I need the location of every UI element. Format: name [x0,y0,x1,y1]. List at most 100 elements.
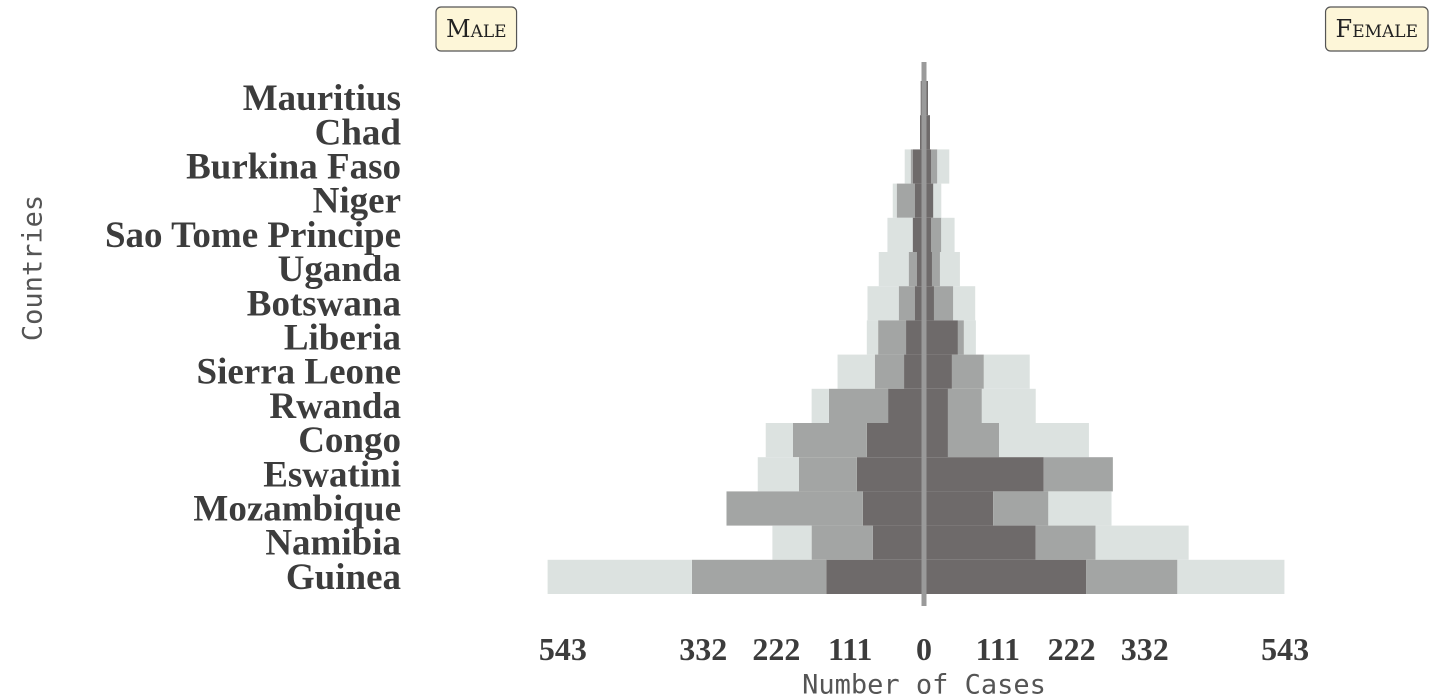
bar-segment [908,252,917,287]
bar-segment [892,183,897,218]
x-tick-label: 111 [828,631,872,667]
bar-segment [924,354,952,389]
bar-segment [828,388,889,423]
bar-segment [924,491,994,526]
bar-segment [924,149,932,184]
bar-segment [866,320,879,355]
bar-segment [1086,559,1178,594]
bar-segment [924,252,932,287]
x-tick-label: 222 [1048,631,1096,667]
category-label: Namibia [265,523,401,564]
bar-segment [798,457,857,492]
bar-segment [896,183,915,218]
bar-segment [931,149,938,184]
bar-segment [757,457,799,492]
bar-segment [916,252,924,287]
x-tick-label: 332 [679,631,727,667]
x-tick-label: 332 [1121,631,1169,667]
bar-segment [933,286,954,321]
bar-segment [957,320,964,355]
bar-segment [726,491,863,526]
category-label: Niger [313,181,401,222]
bar-segment [1043,457,1113,492]
category-label: Burkina Faso [186,147,401,188]
bar-segment [924,183,934,218]
category-label: Eswatini [263,454,401,495]
bar-segment [947,423,1000,458]
bar-segment [691,559,827,594]
bar-segment [904,149,911,184]
bar-segment [999,423,1089,458]
x-tick-label: 543 [539,631,587,667]
bar-segment [856,457,924,492]
bar-segment [862,491,924,526]
bar-segment [867,286,899,321]
bar-segment [947,388,982,423]
category-label: Guinea [286,557,401,598]
bar-segment [937,149,950,184]
bar-segment [924,559,1087,594]
bar-segment [878,252,909,287]
bar-segment [906,320,924,355]
bar-segment [765,423,793,458]
bar-segment [924,423,948,458]
bar-segment [888,388,924,423]
bar-segment [983,354,1030,389]
category-label: Mozambique [193,489,401,530]
bar-segment [924,286,934,321]
bar-segment [1048,491,1112,526]
x-tick-label: 222 [752,631,800,667]
bar-segment [910,149,913,184]
bar-segment [951,354,984,389]
bar-segment [792,423,867,458]
category-label: Sierra Leone [197,352,401,393]
bar-segment [924,457,1044,492]
legend-box [1324,6,1429,52]
bar-segment [811,388,829,423]
category-label: Sao Tome Principe [105,215,401,256]
bar-segment [924,388,948,423]
legend-label: Female [1336,15,1418,43]
bar-segment [912,149,924,184]
bar-segment [772,525,812,560]
bar-segment [914,183,924,218]
bar-segment [953,286,976,321]
bar-segment [898,286,915,321]
x-tick-label: 0 [916,631,932,667]
category-label: Chad [315,112,402,153]
bar-segment [887,217,913,252]
bar-segment [963,320,976,355]
bar-segment [933,183,942,218]
legend-label: Male [446,15,507,43]
bar-segment [866,423,924,458]
bar-segment [1177,559,1285,594]
legend-box [435,6,518,52]
x-tick-label: 543 [1261,631,1309,667]
bar-segment [941,217,955,252]
bar-segment [924,217,932,252]
bar-segment [1035,525,1096,560]
category-label: Liberia [284,318,401,359]
bar-segment [912,217,924,252]
category-label: Mauritius [243,78,401,119]
bar-segment [811,525,873,560]
bar-segment [874,354,905,389]
bar-segment [826,559,924,594]
bar-segment [981,388,1036,423]
bar-segment [931,252,940,287]
bar-segment [939,252,960,287]
bar-segment [904,354,924,389]
x-tick-label: 111 [976,631,1020,667]
bar-segment [914,286,924,321]
bar-segment [547,559,692,594]
bar-segment [993,491,1049,526]
bar-segment [1095,525,1189,560]
x-axis-title: Number of Cases [802,670,1046,696]
y-axis-title: Countries [18,195,49,341]
category-label: Rwanda [269,386,401,427]
bar-segment [872,525,924,560]
category-label: Botswana [247,283,401,324]
bar-segment [924,320,958,355]
category-label: Congo [298,420,401,461]
